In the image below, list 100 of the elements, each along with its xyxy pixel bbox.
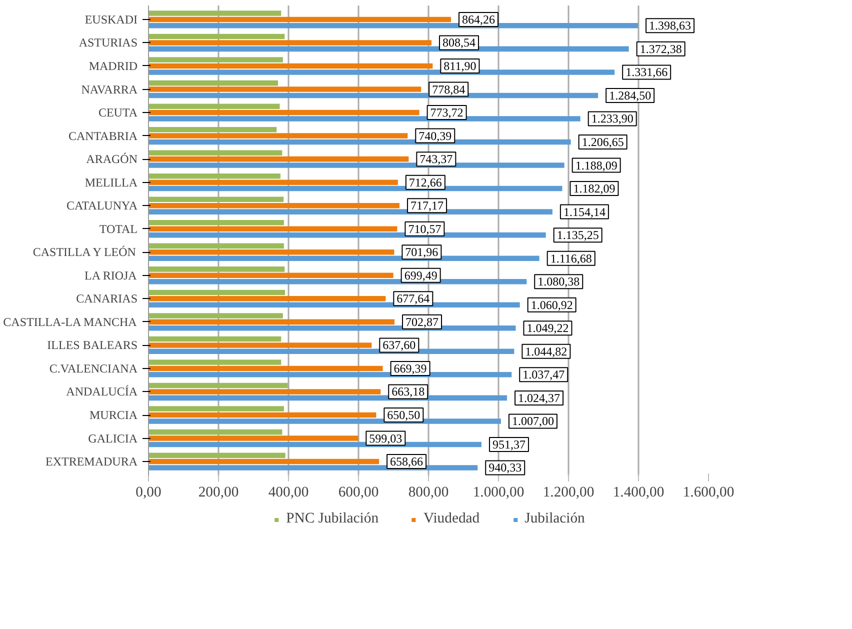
bar: [148, 313, 283, 318]
bar: [148, 80, 278, 86]
x-tick-label: 1.600,00: [682, 484, 734, 500]
y-tick-label: GALICIA: [88, 431, 138, 446]
x-tick-label: 800,00: [408, 484, 449, 500]
data-label: 637,60: [382, 338, 416, 352]
y-tick-label: MELILLA: [84, 175, 138, 190]
data-label: 1.037,47: [522, 368, 565, 382]
bar: [148, 220, 284, 226]
data-label: 663,18: [392, 384, 425, 399]
y-tick-label: CASTILLA-LA MANCHA: [3, 314, 138, 329]
bar: [148, 126, 277, 132]
bar: [148, 382, 288, 388]
legend-label: PNC Jubilación: [286, 510, 379, 528]
y-tick-label: CEUTA: [98, 106, 138, 120]
data-label: 811,90: [444, 58, 476, 73]
data-label: 702,87: [406, 314, 439, 329]
bar: [148, 104, 280, 109]
bar: [148, 86, 422, 92]
data-label: 699,49: [404, 268, 438, 282]
data-label: 669,39: [394, 361, 427, 376]
bar: [148, 110, 420, 116]
bar: [148, 202, 400, 208]
bar: [148, 272, 394, 278]
legend-label: Viudedad: [424, 510, 480, 528]
bar: [148, 180, 398, 185]
data-label: 712,66: [408, 175, 442, 190]
bar: [148, 150, 282, 156]
x-tick-label: 1.000,00: [472, 484, 524, 500]
bar: [148, 57, 283, 62]
data-label: 778,84: [432, 82, 466, 96]
y-tick-label: MADRID: [88, 58, 138, 73]
x-tick-label: 200,00: [198, 484, 239, 500]
y-tick-label: LA RIOJA: [84, 268, 138, 282]
data-label: 701,96: [405, 245, 438, 260]
data-label: 740,39: [418, 128, 452, 143]
bar: [148, 226, 398, 232]
bar: [148, 406, 284, 412]
y-tick-label: CATALUNYA: [66, 198, 138, 213]
bar: [148, 249, 394, 255]
data-label: 1.206,65: [582, 135, 624, 149]
data-label: 864,26: [462, 12, 495, 26]
data-label: 599,03: [369, 431, 402, 446]
bar: [148, 34, 285, 40]
y-tick-label: ARAGÓN: [86, 152, 138, 166]
data-label: 1.398,63: [649, 18, 692, 33]
bar: [148, 412, 376, 418]
bar: [148, 389, 381, 394]
data-label: 650,50: [387, 408, 420, 422]
data-label: 1.044,82: [525, 344, 568, 358]
data-label: 1.233,90: [591, 112, 634, 126]
y-tick-label: ANDALUCÍA: [66, 384, 138, 399]
x-tick-label: 0,00: [136, 484, 162, 500]
y-tick-label: CANTABRIA: [68, 128, 138, 143]
data-label: 773,72: [430, 106, 464, 120]
bar: [148, 319, 395, 325]
data-label: 1.372,38: [640, 42, 682, 56]
data-label: 1.154,14: [563, 204, 606, 219]
bar: [148, 266, 285, 272]
bar: [148, 436, 358, 441]
y-tick-label: EUSKADI: [84, 12, 138, 26]
bar: [148, 40, 432, 46]
data-label: 951,37: [492, 437, 526, 452]
bar: [148, 452, 286, 458]
x-tick-label: 600,00: [338, 484, 379, 500]
y-tick-label: TOTAL: [99, 222, 138, 236]
data-label: 808,54: [442, 36, 476, 50]
bar: [148, 243, 284, 249]
y-tick-label: C.VALENCIANA: [49, 361, 138, 376]
data-label: 1.049,22: [526, 321, 569, 336]
bar: [148, 196, 284, 202]
y-tick-label: MURCIA: [89, 408, 138, 422]
data-label: 1.182,09: [573, 182, 616, 196]
data-label: 1.060,92: [530, 298, 573, 312]
data-label: 1.135,25: [556, 228, 599, 242]
data-label: 1.284,50: [609, 88, 652, 102]
bar: [148, 10, 282, 16]
bar: [148, 156, 409, 162]
x-tick-label: 1.200,00: [542, 484, 594, 500]
bar: [148, 458, 380, 464]
bar: [148, 366, 383, 372]
data-label: 717,17: [410, 198, 444, 213]
data-label: 710,57: [408, 222, 442, 236]
data-label: 743,37: [420, 152, 453, 166]
x-tick-label: 400,00: [268, 484, 309, 500]
y-tick-label: CANARIAS: [76, 292, 138, 306]
data-label: 940,33: [488, 460, 522, 475]
data-label: 1.331,66: [626, 65, 668, 80]
bar: [148, 173, 280, 179]
data-label: 1.024,37: [518, 390, 560, 405]
bar: [148, 296, 386, 302]
bar: [148, 360, 282, 365]
data-label: 677,64: [396, 292, 430, 306]
y-tick-label: NAVARRA: [81, 82, 138, 96]
y-tick-label: EXTREMADURA: [46, 454, 138, 469]
y-tick-label: ASTURIAS: [78, 36, 138, 50]
bar: [148, 429, 282, 435]
bar: [148, 290, 285, 296]
bar: [148, 336, 282, 342]
bar: [148, 133, 408, 138]
